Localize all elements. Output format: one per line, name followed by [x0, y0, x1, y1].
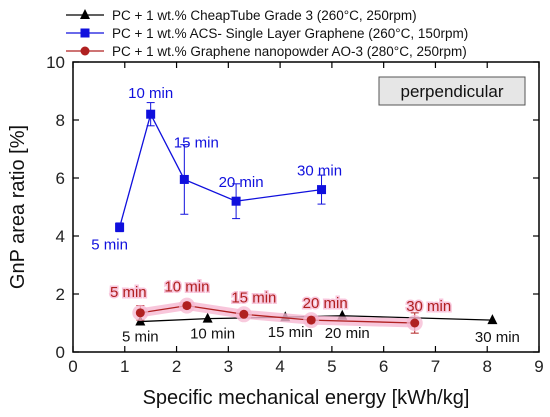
- x-tick-label: 6: [379, 357, 388, 376]
- data-label: 15 min: [268, 324, 313, 341]
- data-label: 15 min: [231, 289, 276, 306]
- data-point-square: [80, 28, 90, 38]
- data-label: 30 min: [406, 298, 451, 315]
- data-point-circle: [306, 315, 316, 325]
- data-point-circle: [135, 308, 145, 318]
- x-tick-label: 7: [431, 357, 440, 376]
- plot-area: [72, 61, 540, 353]
- x-axis-title: Specific mechanical energy [kWh/kg]: [143, 387, 470, 409]
- data-label: 20 min: [325, 325, 370, 342]
- data-label: 30 min: [475, 329, 520, 346]
- legend-entry: PC + 1 wt.% Graphene nanopowder AO-3 (28…: [112, 44, 467, 59]
- data-point-circle: [239, 309, 249, 319]
- x-tick-label: 3: [224, 357, 233, 376]
- x-tick-label: 4: [275, 357, 284, 376]
- x-tick-label: 1: [120, 357, 129, 376]
- y-tick-label: 10: [46, 53, 65, 72]
- x-tick-label: 2: [172, 357, 181, 376]
- data-label: 5 min: [110, 284, 147, 301]
- data-label: 10 min: [164, 279, 209, 296]
- x-tick-label: 5: [327, 357, 336, 376]
- x-tick-label: 0: [68, 357, 77, 376]
- data-point-square: [115, 222, 125, 232]
- y-tick-label: 6: [56, 169, 65, 188]
- series-line: [118, 112, 322, 228]
- axis-ticks: 0 1 2 3 4 5 6 7 8 9 0 2 4 6 8 10: [46, 53, 544, 376]
- data-point-triangle: [202, 312, 213, 323]
- data-label: 5 min: [91, 236, 128, 253]
- panel-label: perpendicular: [400, 82, 503, 101]
- series-2: 5 min 10 min 15 min 20 min 30 min: [108, 277, 453, 334]
- data-label: 30 min: [297, 163, 342, 180]
- data-label: 15 min: [174, 134, 219, 151]
- x-tick-label: 9: [534, 357, 543, 376]
- y-tick-label: 4: [56, 227, 65, 246]
- data-point-circle: [80, 46, 90, 56]
- data-point-circle: [182, 301, 192, 311]
- data-label: 20 min: [303, 295, 348, 312]
- data-point-triangle: [487, 314, 498, 325]
- data-point-square: [231, 196, 241, 206]
- legend-entry: PC + 1 wt.% ACS- Single Layer Graphene (…: [112, 26, 468, 41]
- y-tick-label: 2: [56, 285, 65, 304]
- series-0: 5 min 10 min 15 min 20 min 30 min: [122, 309, 520, 346]
- y-tick-label: 8: [56, 111, 65, 130]
- data-label: 10 min: [128, 85, 173, 102]
- data-point-triangle: [80, 9, 90, 19]
- panel-label-box: [378, 76, 526, 106]
- series-layer: 5 min 10 min 15 min 20 min 30 min 5 min 10 min…: [91, 85, 520, 346]
- y-axis-title: GnP area ratio [%]: [7, 125, 29, 289]
- data-point-square: [317, 185, 327, 195]
- data-label: 20 min: [219, 174, 264, 191]
- legend-entry: PC + 1 wt.% CheapTube Grade 3 (260°C, 25…: [112, 8, 417, 23]
- legend: PC + 1 wt.% CheapTube Grade 3 (260°C, 25…: [66, 8, 468, 59]
- data-point-square: [146, 109, 156, 119]
- y-tick-label: 0: [56, 343, 65, 362]
- series-1: 5 min 10 min 15 min 20 min 30 min: [91, 85, 342, 253]
- data-point-circle: [410, 318, 420, 328]
- data-label: 5 min: [122, 329, 159, 346]
- data-label: 10 min: [190, 326, 235, 343]
- x-tick-label: 8: [482, 357, 491, 376]
- data-point-square: [179, 174, 189, 184]
